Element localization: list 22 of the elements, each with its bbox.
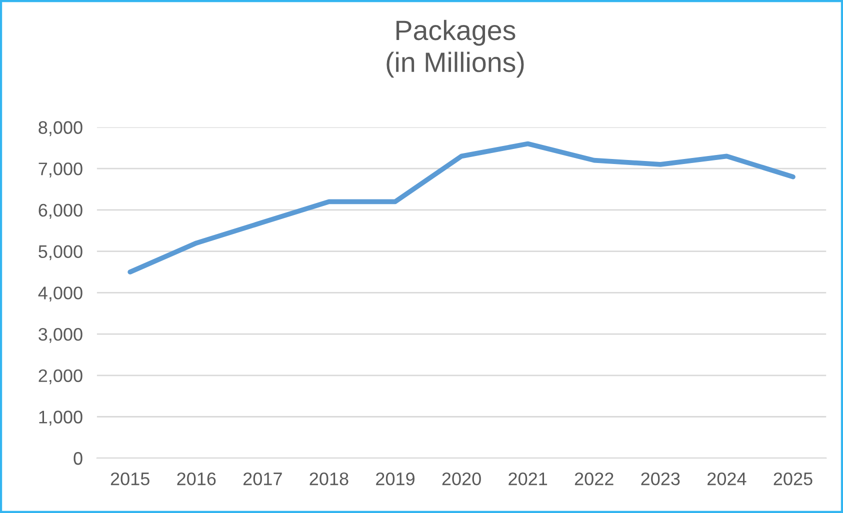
x-tick-label: 2025	[774, 472, 812, 486]
y-tick-label: 7,000	[38, 162, 82, 178]
x-tick-label: 2023	[641, 472, 680, 486]
x-tick-label: 2018	[310, 472, 348, 486]
x-tick-label: 2024	[708, 472, 746, 486]
y-tick-label: 5,000	[38, 245, 82, 260]
y-tick-label: 4,000	[38, 286, 82, 302]
y-tick-label: 2,000	[38, 369, 82, 384]
y-tick-label: 3,000	[38, 328, 82, 343]
x-tick-label: 2022	[574, 472, 614, 486]
line-series	[128, 141, 796, 274]
y-tick-label: 8,000	[38, 121, 82, 136]
x-tick-label: 2020	[442, 472, 481, 486]
x-tick-label: 2021	[508, 472, 548, 486]
y-tick-label: 1,000	[39, 410, 82, 426]
x-tick-label: 2015	[110, 472, 150, 486]
chart-title: Packages (in Millions)	[386, 20, 524, 78]
x-tick-label: 2019	[376, 472, 414, 486]
x-tick-label: 2016	[177, 472, 216, 486]
x-tick-label: 2017	[244, 472, 282, 486]
y-tick-label: 0	[74, 452, 82, 465]
y-tick-label: 6,000	[38, 204, 82, 219]
